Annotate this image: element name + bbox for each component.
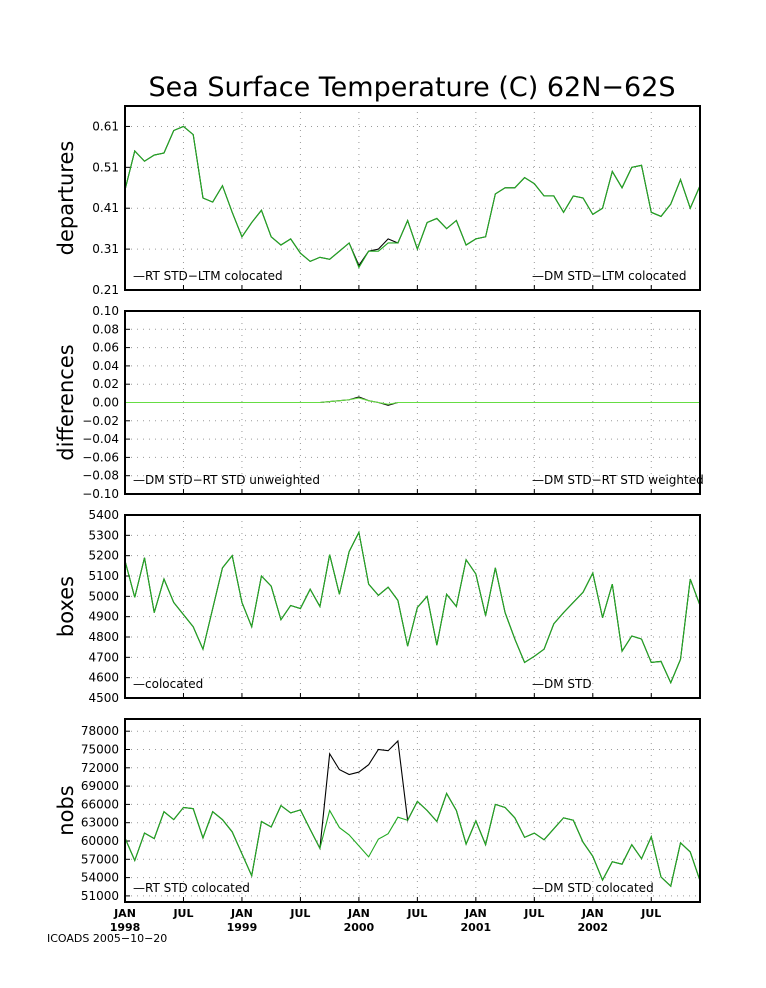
y-tick-label: 4800	[88, 630, 119, 644]
y-tick-label: 4600	[88, 671, 119, 685]
legend-entry: —DM STD colocated	[532, 881, 654, 895]
x-tick-label: JUL	[406, 907, 427, 920]
y-tick-label: 69000	[81, 779, 119, 793]
y-axis-label: departures	[54, 141, 78, 256]
y-tick-label: 5200	[88, 549, 119, 563]
y-tick-label: 63000	[81, 816, 119, 830]
y-tick-label: 0.04	[92, 359, 119, 373]
y-tick-label: −0.10	[82, 487, 119, 501]
footer-date: ICOADS 2005−10−20	[47, 932, 167, 945]
legend-entry: —DM STD−RT STD unweighted	[133, 473, 320, 487]
x-tick-label: JAN	[113, 907, 136, 920]
panel-differences: −0.10 −0.08 −0.06 −0.04 −0.02 0.00 0.02 0.04 0.0…	[54, 304, 704, 501]
series-line-second	[124, 792, 701, 888]
panel-departures: 0.21 0.31 0.41 0.51 0.61 departures —RT STD−LT…	[54, 105, 701, 297]
y-tick-label: 0.02	[92, 377, 119, 391]
y-tick-label: 75000	[81, 743, 119, 757]
y-tick-label: 5300	[88, 528, 119, 542]
y-tick-label: 0.21	[92, 283, 119, 297]
y-tick-label: 0.00	[92, 396, 119, 410]
y-tick-label: 4500	[88, 691, 119, 705]
series-line-first	[124, 530, 701, 685]
x-tick-year: 2001	[461, 921, 492, 934]
y-tick-label: 60000	[81, 834, 119, 848]
x-tick-label: JUL	[523, 907, 544, 920]
x-tick-label: JAN	[581, 907, 604, 920]
y-tick-label: −0.02	[82, 414, 119, 428]
x-tick-label: JUL	[640, 907, 661, 920]
y-tick-label: 4900	[88, 610, 119, 624]
y-tick-label: −0.04	[82, 432, 119, 446]
series-line-second	[124, 125, 701, 269]
legend-entry: —DM STD−RT STD weighted	[532, 473, 704, 487]
series-line-first	[125, 396, 700, 406]
legend-entry: —DM STD	[532, 677, 592, 691]
series-line-first	[124, 125, 701, 267]
y-tick-label: 66000	[81, 797, 119, 811]
y-axis-label: boxes	[54, 576, 78, 637]
x-tick-label: JAN	[230, 907, 253, 920]
panel-frame	[124, 718, 701, 903]
y-tick-label: 0.10	[92, 304, 119, 318]
x-tick-label: JAN	[464, 907, 487, 920]
panel-nobs: 51000 54000 57000 60000 63000 66000 69000 72000…	[54, 718, 701, 903]
x-tick-year: 2002	[577, 921, 608, 934]
legend-entry: —colocated	[133, 677, 203, 691]
legend-entry: —DM STD−LTM colocated	[532, 269, 686, 283]
x-tick-year: 2000	[344, 921, 375, 934]
x-tick-label: JAN	[347, 907, 370, 920]
series-line-first	[124, 739, 701, 888]
panel-frame	[124, 310, 701, 495]
y-tick-label: −0.08	[82, 469, 119, 483]
series-line-second	[124, 530, 701, 685]
y-tick-label: 72000	[81, 761, 119, 775]
y-tick-label: 5000	[88, 589, 119, 603]
y-tick-label: 5100	[88, 569, 119, 583]
chart-title: Sea Surface Temperature (C) 62N−62S	[148, 72, 675, 103]
x-tick-label: JUL	[289, 907, 310, 920]
y-tick-label: 0.41	[92, 201, 119, 215]
y-tick-label: 0.51	[92, 160, 119, 174]
y-tick-label: 57000	[81, 852, 119, 866]
panel-frame	[124, 105, 701, 291]
y-tick-label: 0.06	[92, 341, 119, 355]
panel-boxes: 4500 4600 4700 4800 4900 5000 5100 5200 5300 5400…	[54, 508, 701, 705]
y-tick-label: 0.61	[92, 119, 119, 133]
y-tick-label: 4700	[88, 650, 119, 664]
series-line-second	[125, 397, 700, 405]
panel-frame	[124, 514, 701, 699]
x-tick-year: 1998	[110, 921, 141, 934]
y-tick-label: 51000	[81, 889, 119, 903]
y-tick-label: 5400	[88, 508, 119, 522]
y-tick-label: 54000	[81, 871, 119, 885]
x-tick-label: JUL	[172, 907, 193, 920]
y-tick-label: 0.08	[92, 322, 119, 336]
y-tick-label: −0.06	[82, 450, 119, 464]
panels-group: 0.21 0.31 0.41 0.51 0.61 departures —RT STD−LT…	[54, 105, 704, 903]
y-tick-label: 78000	[81, 724, 119, 738]
x-tick-year: 1999	[227, 921, 258, 934]
y-axis-label: differences	[54, 344, 78, 460]
legend-entry: —RT STD colocated	[133, 881, 250, 895]
legend-entry: —RT STD−LTM colocated	[133, 269, 283, 283]
y-axis-label: nobs	[54, 785, 78, 835]
y-tick-label: 0.31	[92, 242, 119, 256]
